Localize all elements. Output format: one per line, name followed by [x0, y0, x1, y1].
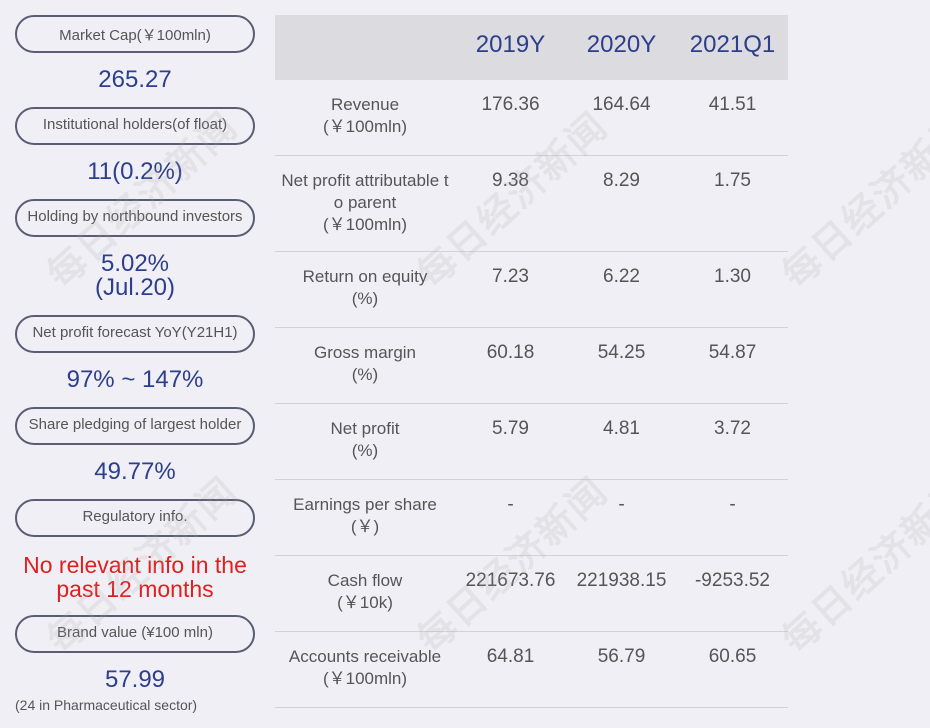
metric-value-market-cap: 265.27 — [98, 66, 172, 93]
table-cell: 8.29 — [603, 170, 640, 191]
table-cell: 1.75 — [714, 170, 751, 191]
table-cell: 60.18 — [486, 342, 535, 363]
table-row: Cash flow (￥10k) 221673.76 221938.15 -92… — [275, 556, 788, 632]
table-cell: - — [729, 494, 736, 515]
row-label: Gross margin (%) — [313, 343, 417, 384]
table-cell: 9.38 — [492, 170, 529, 191]
brand-value-note: (24 in Pharmaceutical sector) — [15, 697, 198, 713]
table-cell: -9253.52 — [694, 570, 770, 591]
table-row: Return on equity (%) 7.23 6.22 1.30 — [275, 252, 788, 328]
table-cell: 221673.76 — [465, 570, 556, 591]
watermark: 每日经济新闻 — [773, 468, 930, 662]
table-row: Net profit attributable t o parent (￥100… — [275, 156, 788, 252]
row-label: Net profit attributable t o parent (￥100… — [281, 171, 449, 234]
metric-value-institutional-holders: 11(0.2%) — [87, 158, 183, 185]
metric-label-regulatory-info: Regulatory info. — [15, 499, 255, 537]
table-cell: 4.81 — [603, 418, 640, 439]
metric-label-share-pledging: Share pledging of largest holder — [15, 407, 255, 445]
table-header: 2019Y 2020Y 2021Q1 — [275, 15, 788, 80]
table-cell: 5.79 — [492, 418, 529, 439]
column-header-2019y: 2019Y — [475, 31, 546, 58]
table-cell: 3.72 — [714, 418, 751, 439]
metric-value-regulatory-info: No relevant info in the — [23, 552, 247, 578]
table-cell: 64.81 — [486, 646, 535, 667]
metric-value-northbound: 5.02% — [100, 250, 170, 277]
table-cell: 7.23 — [492, 266, 529, 287]
table-cell: 164.64 — [592, 94, 651, 115]
table-cell: - — [618, 494, 625, 515]
row-label: Revenue (￥100mln) — [322, 95, 408, 136]
row-label: Net profit (%) — [330, 419, 400, 460]
row-label: Cash flow (￥10k) — [327, 571, 403, 612]
metric-value-regulatory-info-line2: past 12 months — [56, 576, 214, 602]
metric-label-net-profit-forecast: Net profit forecast YoY(Y21H1) — [15, 315, 255, 353]
row-label: Accounts receivable (￥100mln) — [288, 647, 442, 688]
financials-table: 2019Y 2020Y 2021Q1 Revenue (￥100mln) 176… — [275, 15, 788, 708]
metric-label-northbound: Holding by northbound investors — [15, 199, 255, 237]
metric-value-northbound-date: (Jul.20) — [94, 274, 176, 301]
metric-label-institutional-holders: Institutional holders(of float) — [15, 107, 255, 145]
metric-label-brand-value: Brand value (¥100 mln) — [15, 615, 255, 653]
watermark: 每日经济新闻 — [773, 103, 930, 297]
metric-value-net-profit-forecast: 97% ~ 147% — [66, 366, 204, 393]
table-cell: 54.87 — [708, 342, 757, 363]
table-cell: 1.30 — [714, 266, 751, 287]
table-row: Net profit (%) 5.79 4.81 3.72 — [275, 404, 788, 480]
table-cell: 60.65 — [708, 646, 757, 667]
table-cell: 176.36 — [481, 94, 540, 115]
table-row: Accounts receivable (￥100mln) 64.81 56.7… — [275, 632, 788, 708]
table-row: Gross margin (%) 60.18 54.25 54.87 — [275, 328, 788, 404]
metric-value-share-pledging: 49.77% — [94, 458, 176, 485]
table-row: Revenue (￥100mln) 176.36 164.64 41.51 — [275, 80, 788, 156]
table-cell: 54.25 — [597, 342, 646, 363]
table-cell: 6.22 — [603, 266, 640, 287]
metric-value-brand-value: 57.99 — [104, 666, 166, 693]
row-label: Return on equity (%) — [302, 267, 428, 308]
metric-label-market-cap: Market Cap(￥100mln) — [15, 15, 255, 53]
table-row: Earnings per share (￥) - - - — [275, 480, 788, 556]
table-cell: 41.51 — [708, 94, 757, 115]
row-label: Earnings per share (￥) — [293, 495, 437, 536]
table-cell: 56.79 — [597, 646, 646, 667]
column-header-2020y: 2020Y — [586, 31, 657, 58]
table-cell: 221938.15 — [576, 570, 667, 591]
column-header-2021q1: 2021Q1 — [689, 31, 776, 58]
table-cell: - — [507, 494, 514, 515]
